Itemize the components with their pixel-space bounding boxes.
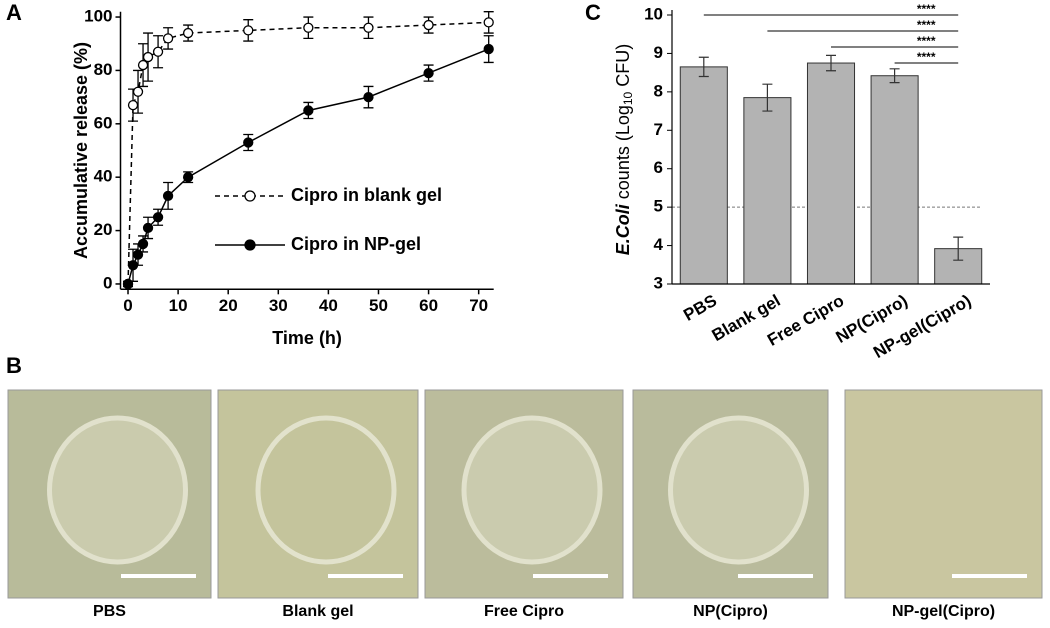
panel-label: C (585, 0, 601, 25)
x-tick-label: 70 (469, 296, 488, 315)
inhibition-ring (255, 415, 397, 565)
bar (679, 66, 728, 285)
significance-label: **** (917, 50, 936, 64)
y-axis-title: Accumulative release (%) (71, 42, 91, 259)
marker (152, 212, 164, 223)
panel-label: A (6, 0, 22, 25)
y-tick-label: 80 (94, 60, 113, 79)
marker (162, 190, 174, 202)
y-axis-title-part: E.Coli (613, 203, 633, 255)
y-tick-label: 40 (94, 167, 113, 186)
inhibition-ring (461, 415, 603, 565)
marker (142, 222, 154, 234)
legend-label: Cipro in NP-gel (291, 234, 421, 254)
error-bar (698, 56, 709, 78)
error-bar (889, 68, 900, 84)
y-tick-label: 6 (654, 158, 663, 177)
marker (423, 19, 434, 31)
photo-label: Free Cipro (484, 603, 564, 620)
significance-label: **** (917, 18, 936, 32)
marker (363, 22, 374, 33)
x-tick-label: 40 (319, 296, 338, 315)
inhibition-ring (47, 415, 188, 565)
error-bar (953, 236, 964, 261)
y-tick-label: 7 (654, 120, 663, 139)
photo-label: PBS (93, 603, 126, 620)
y-axis-title-part: CFU) (613, 44, 633, 92)
marker (303, 105, 314, 116)
marker (483, 17, 494, 28)
error-bar (826, 54, 836, 72)
y-tick-label: 20 (94, 220, 113, 239)
error-bar (762, 83, 773, 112)
legend-marker (244, 239, 256, 251)
marker (162, 33, 174, 44)
legend-marker (244, 190, 256, 202)
x-tick-label: 0 (123, 296, 132, 315)
marker (142, 51, 154, 63)
x-tick-label: 60 (419, 296, 438, 315)
bar (870, 75, 919, 285)
y-tick-label: 4 (654, 235, 664, 254)
marker (182, 172, 194, 183)
marker (132, 249, 144, 260)
panel-label: B (6, 353, 22, 378)
y-tick-label: 3 (654, 273, 663, 292)
y-axis-title-part: counts (Log (613, 105, 633, 204)
photo (844, 389, 1043, 599)
y-tick-label: 100 (84, 7, 112, 26)
y-tick-label: 60 (94, 113, 113, 132)
significance-label: **** (917, 2, 936, 16)
marker (363, 91, 374, 103)
bar (743, 97, 792, 285)
y-tick-label: 10 (644, 4, 663, 23)
photo (217, 389, 419, 599)
y-axis-title: E.Coli counts (Log10 CFU) (613, 44, 635, 255)
y-axis-title-part: 10 (621, 91, 635, 105)
inhibition-ring (668, 415, 809, 565)
photo-label: Blank gel (282, 603, 353, 620)
marker (243, 137, 254, 148)
marker (127, 99, 139, 111)
x-tick-label: 20 (219, 296, 238, 315)
marker (152, 46, 164, 57)
marker (303, 22, 314, 33)
bar (806, 62, 856, 285)
x-tick-label: 10 (169, 296, 188, 315)
marker (132, 86, 144, 97)
x-axis-title: Time (h) (272, 328, 342, 348)
marker (243, 25, 254, 36)
x-tick-label: 30 (269, 296, 288, 315)
marker (127, 260, 139, 271)
y-tick-label: 5 (654, 197, 663, 216)
y-tick-label: 9 (654, 43, 663, 62)
legend-label: Cipro in blank gel (291, 185, 442, 205)
marker (423, 67, 434, 79)
marker (122, 278, 134, 290)
y-tick-label: 0 (103, 273, 112, 292)
x-tick-label: PBS (680, 291, 720, 325)
photo-label: NP(Cipro) (693, 603, 768, 620)
significance-label: **** (917, 34, 936, 48)
photo-label: NP-gel(Cipro) (892, 603, 995, 620)
marker (137, 238, 149, 250)
marker (182, 27, 194, 39)
x-tick-label: 50 (369, 296, 388, 315)
marker (483, 43, 494, 55)
y-tick-label: 8 (654, 81, 663, 100)
marker (137, 59, 149, 71)
